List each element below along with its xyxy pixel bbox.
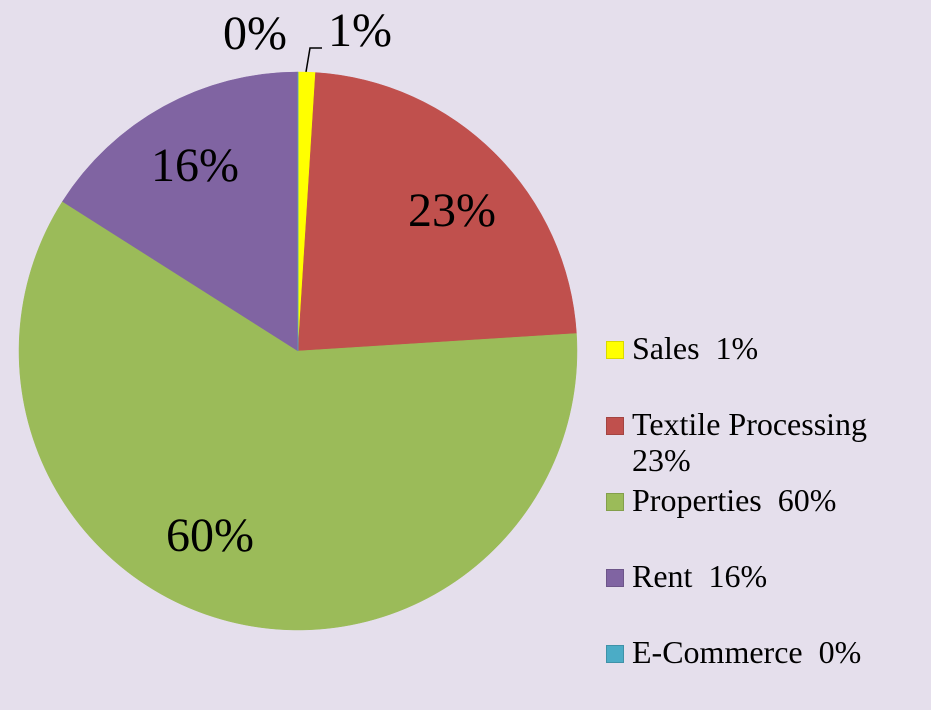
legend-swatch: [606, 569, 624, 587]
data-label: 60%: [166, 509, 254, 562]
page: {"chart_data": {"type": "pie", "categori…: [18, 4, 868, 670]
legend-label: Textile Processing 23%: [632, 406, 876, 478]
legend-item: Textile Processing 23%: [606, 406, 931, 482]
legend-swatch: [606, 645, 624, 663]
pie-slice: [18, 201, 578, 631]
leader-line: [305, 47, 322, 73]
legend-swatch: [606, 493, 624, 511]
data-label: 16%: [151, 139, 239, 192]
chart: 1% 23% 60% 16% 0%: [18, 4, 578, 631]
legend-label: Properties 60%: [632, 482, 837, 518]
legend-label: Sales 1%: [632, 330, 759, 366]
legend-item: Properties 60%: [606, 482, 931, 558]
data-label: 1%: [328, 4, 392, 57]
legend-label: E-Commerce 0%: [632, 634, 862, 670]
legend-swatch: [606, 341, 624, 359]
data-label: 0%: [223, 7, 287, 60]
pie-slice: [297, 72, 577, 352]
legend-swatch: [606, 417, 624, 435]
legend-item: E-Commerce 0%: [606, 634, 931, 710]
legend-label: Rent 16%: [632, 558, 768, 594]
legend-item: Rent 16%: [606, 558, 931, 634]
legend: Sales 1% Textile Processing 23% Properties…: [606, 330, 931, 710]
legend-item: Sales 1%: [606, 330, 931, 406]
data-label: 23%: [408, 184, 496, 237]
pie-slice: [62, 71, 299, 352]
